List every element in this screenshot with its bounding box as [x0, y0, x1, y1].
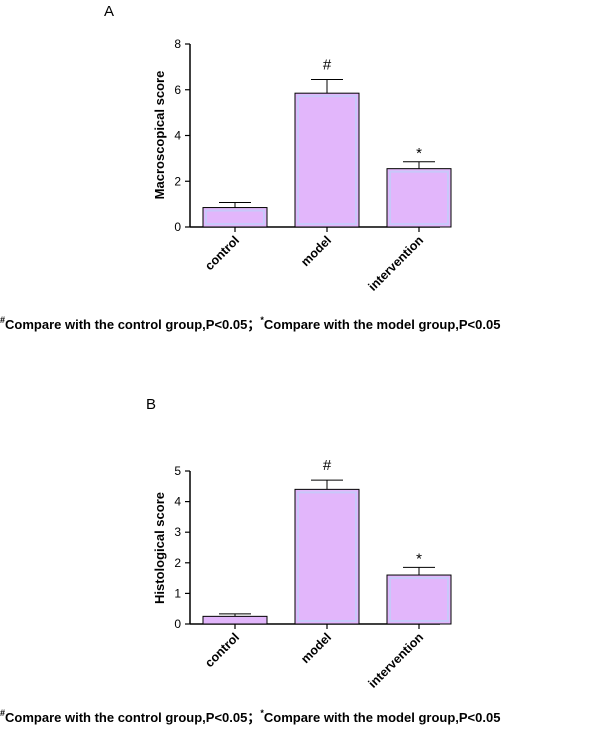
panel-b-y-tick-label: 5	[174, 464, 181, 478]
panel-a-y-tick-label: 2	[174, 174, 181, 188]
panel-a-bar-inner-control	[205, 209, 265, 225]
panel-b-annotation-model: #	[323, 457, 332, 474]
panel-b-y-tick-label: 0	[174, 617, 181, 631]
panel-a-bar-inner-model	[297, 95, 357, 225]
panel-a-footnote-text1: Compare with the control group,P<0.05；	[5, 317, 260, 333]
panel-b-footnote-mark1: #	[0, 708, 5, 718]
panel-b: B Histological score 0 1 2 3 4 5 control model #…	[0, 396, 500, 726]
panel-b-bar-intervention	[386, 574, 452, 625]
panel-a-x-tick-label-model: model	[298, 233, 334, 269]
panel-b-y-tick-label: 3	[174, 525, 181, 539]
panel-a-x-tick-label-control: control	[202, 233, 242, 273]
panel-b-y-tick-label: 2	[174, 556, 181, 570]
panel-b-bar-inner-model	[297, 491, 357, 622]
panel-b-label: B	[146, 396, 156, 413]
panel-a-y-axis-label: Macroscopical score	[152, 71, 167, 200]
panel-a-bar-intervention	[386, 168, 452, 228]
panel-a-x-tick-label-intervention: intervention	[366, 233, 426, 293]
panel-a-bar-inner-intervention	[389, 170, 449, 225]
panel-b-y-tick-label: 1	[174, 586, 181, 600]
panel-b-y-tick-label: 4	[174, 495, 181, 509]
panel-a-y-tick-label: 8	[174, 37, 181, 51]
panel-a-annotation-model: #	[323, 56, 332, 73]
panel-b-bar-model	[294, 488, 360, 625]
panel-b-y-axis-label: Histological score	[152, 492, 167, 604]
panel-b-footnote-text1: Compare with the control group,P<0.05；	[5, 710, 260, 726]
panel-a-marks: 0 2 4 6 8 control model # intervention *	[174, 37, 452, 294]
panel-a-y-tick-label: 4	[174, 129, 181, 143]
panel-a-annotation-intervention: *	[416, 145, 422, 162]
panel-b-annotation-intervention: *	[416, 550, 422, 567]
panel-b-footnote-text2: Compare with the model group,P<0.05	[264, 710, 501, 725]
panel-a-bar-model	[294, 92, 360, 228]
panel-b-x-tick-label-model: model	[298, 630, 334, 666]
panel-a-footnote-mark1: #	[0, 315, 5, 325]
panel-b-marks: 0 1 2 3 4 5 control model # intervention *	[174, 457, 452, 691]
panel-b-footnote-mark2: *	[260, 708, 264, 718]
panel-a-footnote: #Compare with the control group,P<0.05；*…	[0, 315, 500, 333]
panel-a-y-tick-label: 0	[174, 220, 181, 234]
panel-a: A Macroscopical score 0 2 4 6 8 control model #…	[0, 3, 500, 333]
panel-a-label: A	[104, 3, 114, 20]
panel-a-footnote-text2: Compare with the model group,P<0.05	[264, 317, 501, 332]
panel-b-bar-inner-intervention	[389, 577, 449, 622]
panel-a-y-tick-label: 6	[174, 83, 181, 97]
panel-b-x-tick-label-intervention: intervention	[366, 630, 426, 690]
panel-b-footnote: #Compare with the control group,P<0.05；*…	[0, 708, 500, 726]
panel-b-bar-control	[202, 615, 268, 625]
panel-a-footnote-mark2: *	[260, 315, 264, 325]
panel-b-x-tick-label-control: control	[202, 630, 242, 670]
